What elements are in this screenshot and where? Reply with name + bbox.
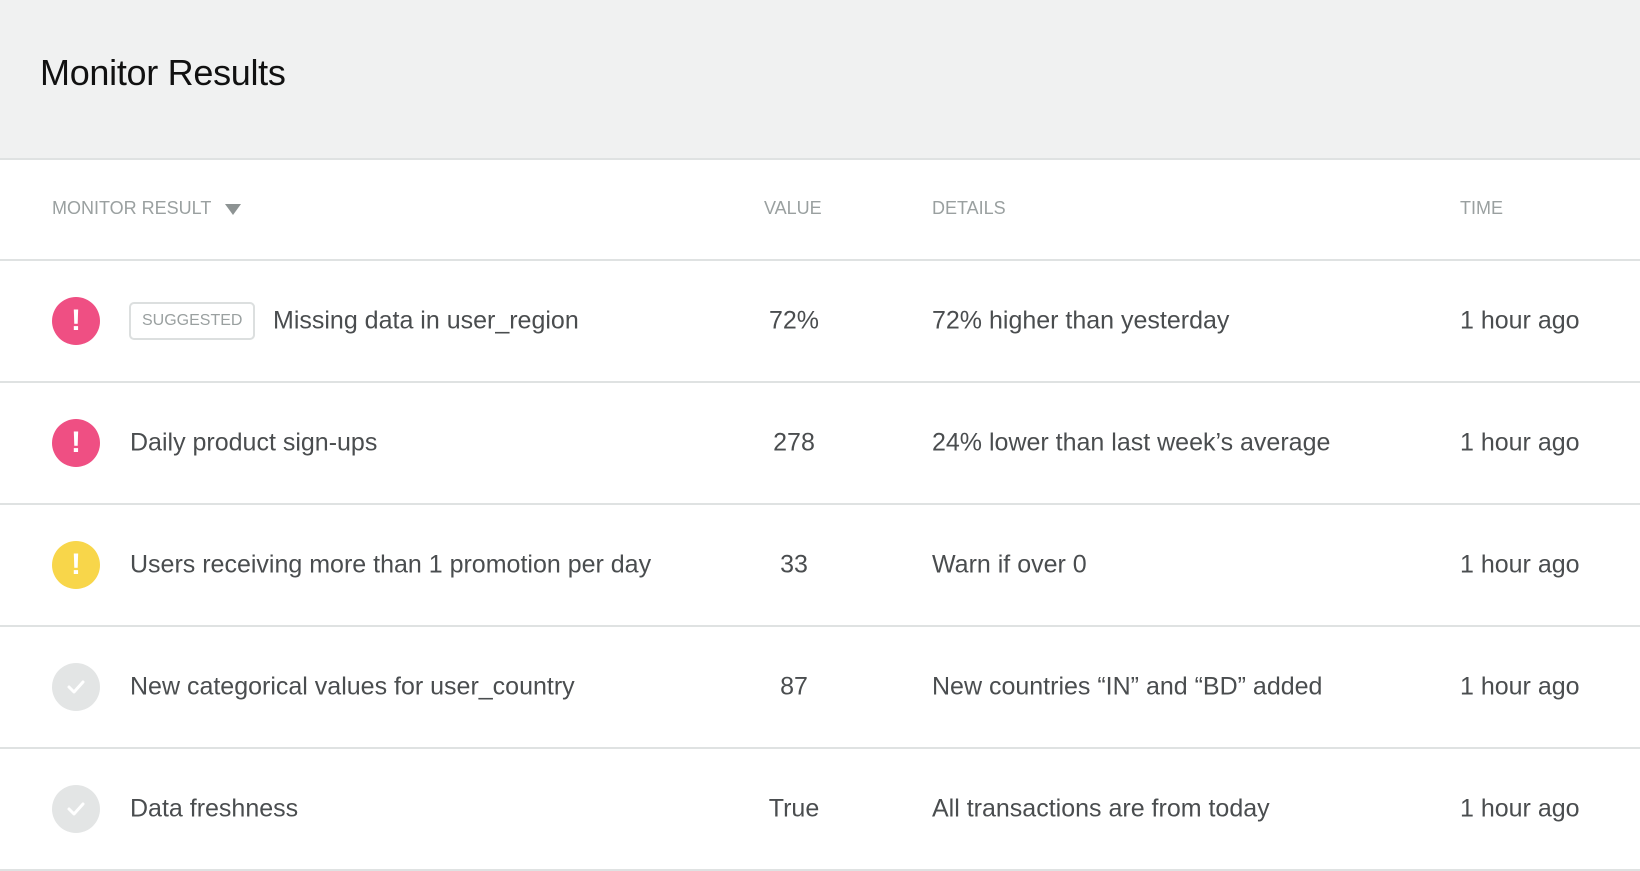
page-header: Monitor Results [0, 0, 1640, 160]
table-row[interactable]: ! Users receiving more than 1 promotion p… [0, 505, 1640, 627]
monitor-details: All transactions are from today [932, 794, 1270, 823]
page-title: Monitor Results [40, 52, 286, 93]
status-error-exclamation-icon: ! [52, 297, 100, 345]
monitor-time: 1 hour ago [1460, 794, 1580, 823]
monitor-details: New countries “IN” and “BD” added [932, 672, 1323, 701]
monitor-time: 1 hour ago [1460, 306, 1580, 335]
monitor-name[interactable]: Data freshness [130, 794, 299, 823]
monitor-name[interactable]: Daily product sign-ups [130, 428, 378, 457]
monitor-value: 87 [780, 672, 808, 701]
table-row[interactable]: New categorical values for user_country … [0, 627, 1640, 749]
column-time[interactable]: TIME [1460, 198, 1503, 218]
column-value[interactable]: VALUE [764, 198, 822, 218]
status-warning-exclamation-icon: ! [52, 541, 100, 589]
monitor-name[interactable]: Users receiving more than 1 promotion pe… [130, 550, 652, 579]
table-header: MONITOR RESULT VALUE DETAILS TIME [0, 160, 1640, 261]
table-row[interactable]: Data freshness True All transactions are… [0, 749, 1640, 871]
suggested-badge: SUGGESTED [129, 302, 256, 340]
table-row[interactable]: ! Daily product sign-ups 278 24% lower th… [0, 383, 1640, 505]
monitor-value: 72% [768, 306, 820, 335]
monitor-value: 33 [780, 550, 808, 579]
status-error-exclamation-icon: ! [52, 419, 100, 467]
status-ok-check-icon [52, 663, 100, 711]
monitor-details: Warn if over 0 [932, 550, 1087, 579]
column-monitor-result[interactable]: MONITOR RESULT [52, 198, 242, 219]
table-row[interactable]: ! SUGGESTED Missing data in user_region 72… [0, 261, 1640, 383]
monitor-time: 1 hour ago [1460, 550, 1580, 579]
monitor-details: 72% higher than yesterday [932, 306, 1230, 335]
monitor-time: 1 hour ago [1460, 428, 1580, 457]
monitor-value: 278 [773, 428, 815, 457]
status-ok-check-icon [52, 785, 100, 833]
column-details[interactable]: DETAILS [932, 198, 1006, 218]
monitor-details: 24% lower than last week’s average [932, 428, 1331, 457]
sort-caret-icon[interactable] [225, 203, 242, 215]
column-label: MONITOR RESULT [52, 198, 212, 218]
monitor-time: 1 hour ago [1460, 672, 1580, 701]
monitor-name[interactable]: New categorical values for user_country [130, 672, 575, 701]
monitor-name[interactable]: Missing data in user_region [273, 306, 579, 335]
results-table-body: ! SUGGESTED Missing data in user_region 72… [0, 261, 1640, 871]
monitor-value: True [768, 794, 820, 823]
